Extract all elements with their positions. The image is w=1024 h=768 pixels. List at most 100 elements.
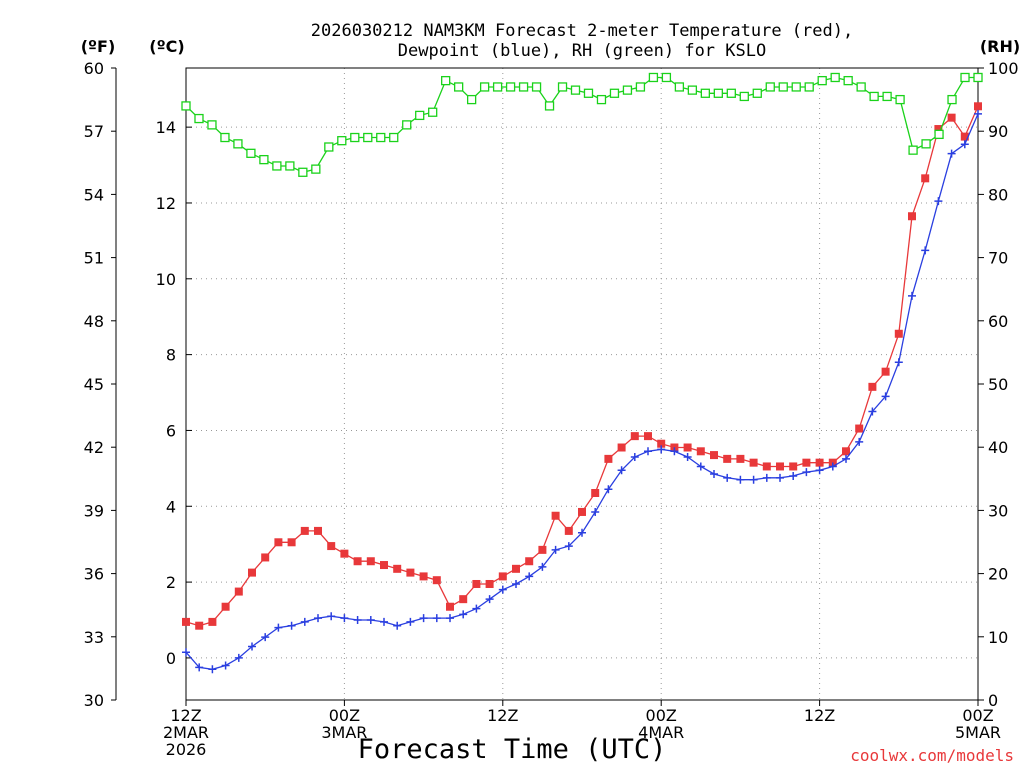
rh-point <box>635 82 646 92</box>
rh-point <box>960 72 970 83</box>
temperature-point <box>340 549 349 558</box>
rh-tick-label: 70 <box>988 249 1008 268</box>
dewpoint-point <box>855 437 864 446</box>
temperature-point <box>234 587 243 596</box>
rh-point <box>505 82 516 92</box>
temperature-point <box>776 462 784 471</box>
temperature-point <box>564 526 573 535</box>
temperature-point <box>393 564 402 573</box>
rh-point <box>765 82 775 92</box>
rh-point <box>869 91 879 102</box>
rh-point <box>220 132 230 143</box>
temperature-point <box>419 572 428 581</box>
rh-point <box>674 82 685 92</box>
dewpoint-point <box>683 452 692 461</box>
temperature-point <box>749 458 758 467</box>
dewpoint-point <box>182 648 190 657</box>
temperature-point <box>723 454 732 463</box>
temperature-point <box>327 542 336 551</box>
dewpoint-point <box>696 462 705 471</box>
rh-point <box>324 142 334 152</box>
dewpoint-point <box>644 447 652 456</box>
rh-point <box>415 110 425 121</box>
dewpoint-point <box>195 663 204 672</box>
rh-point <box>973 72 983 83</box>
temperature-point <box>762 462 771 471</box>
temperature-line <box>185 106 979 627</box>
celsius-tick-label: 8 <box>166 346 176 365</box>
fahrenheit-tick-label: 45 <box>84 375 104 394</box>
rh-point <box>466 94 477 105</box>
rh-point <box>804 82 814 92</box>
fahrenheit-tick-label: 30 <box>84 691 104 710</box>
x-tick-label: 00Z <box>329 706 360 725</box>
temperature-point <box>472 579 481 588</box>
rh-point <box>454 82 464 92</box>
rh-point <box>518 82 529 92</box>
temperature-point <box>617 443 626 452</box>
dewpoint-point <box>314 614 322 623</box>
rh-point <box>908 145 918 155</box>
celsius-unit-label: (ºC) <box>149 37 184 56</box>
temperature-point <box>789 462 798 471</box>
rh-point <box>596 94 607 105</box>
rh-point <box>337 136 347 146</box>
temperature-point <box>446 602 454 611</box>
temperature-point <box>182 617 190 626</box>
celsius-tick-label: 14 <box>156 118 176 137</box>
rh-point <box>363 132 373 143</box>
dewpoint-point <box>459 610 468 619</box>
fahrenheit-unit-label: (ºF) <box>81 37 116 56</box>
temperature-point <box>736 454 745 463</box>
temperature-point <box>644 432 652 441</box>
fahrenheit-tick-label: 36 <box>84 565 104 584</box>
rh-point <box>791 82 801 92</box>
rh-tick-label: 100 <box>988 59 1019 78</box>
rh-point <box>856 82 866 92</box>
fahrenheit-tick-label: 60 <box>84 59 104 78</box>
x-tick-label: 5MAR <box>955 723 1001 742</box>
rh-point <box>479 82 490 92</box>
temperature-point <box>696 447 705 456</box>
dewpoint-point <box>894 358 903 367</box>
rh-point <box>285 161 295 171</box>
dewpoint-point <box>380 617 388 626</box>
x-tick-label: 4MAR <box>638 723 684 742</box>
rh-point <box>934 129 944 140</box>
dewpoint-point <box>234 653 243 662</box>
temperature-point <box>221 602 230 611</box>
dewpoint-point <box>287 621 296 630</box>
temperature-point <box>498 572 507 581</box>
rh-point <box>389 132 399 143</box>
dewpoint-point <box>446 614 454 623</box>
dewpoint-point <box>393 621 402 630</box>
temperature-point <box>934 125 943 134</box>
temperature-point <box>248 568 256 577</box>
temperature-point <box>815 458 824 467</box>
x-tick-label: 00Z <box>962 706 993 725</box>
fahrenheit-tick-label: 39 <box>84 501 104 520</box>
dewpoint-point <box>947 149 956 158</box>
dewpoint-point <box>670 447 679 456</box>
rh-point <box>739 91 749 102</box>
rh-unit-label: (RH) <box>980 37 1020 56</box>
temperature-point <box>406 568 415 577</box>
celsius-tick-label: 10 <box>156 270 176 289</box>
temperature-point <box>459 595 468 604</box>
fahrenheit-tick-label: 33 <box>84 628 104 647</box>
rh-point <box>492 82 503 92</box>
dewpoint-point <box>274 623 283 632</box>
dewpoint-point <box>327 612 336 621</box>
rh-point <box>441 75 451 86</box>
temperature-point <box>604 454 613 463</box>
rh-point <box>687 85 698 95</box>
rh-point <box>895 94 905 105</box>
dewpoint-point <box>960 140 969 149</box>
rh-point <box>544 101 555 111</box>
temperature-point <box>261 553 270 562</box>
dewpoint-point <box>710 470 718 479</box>
temperature-point <box>842 447 850 456</box>
x-tick-label: 3MAR <box>321 723 367 742</box>
temperature-point <box>380 561 388 570</box>
